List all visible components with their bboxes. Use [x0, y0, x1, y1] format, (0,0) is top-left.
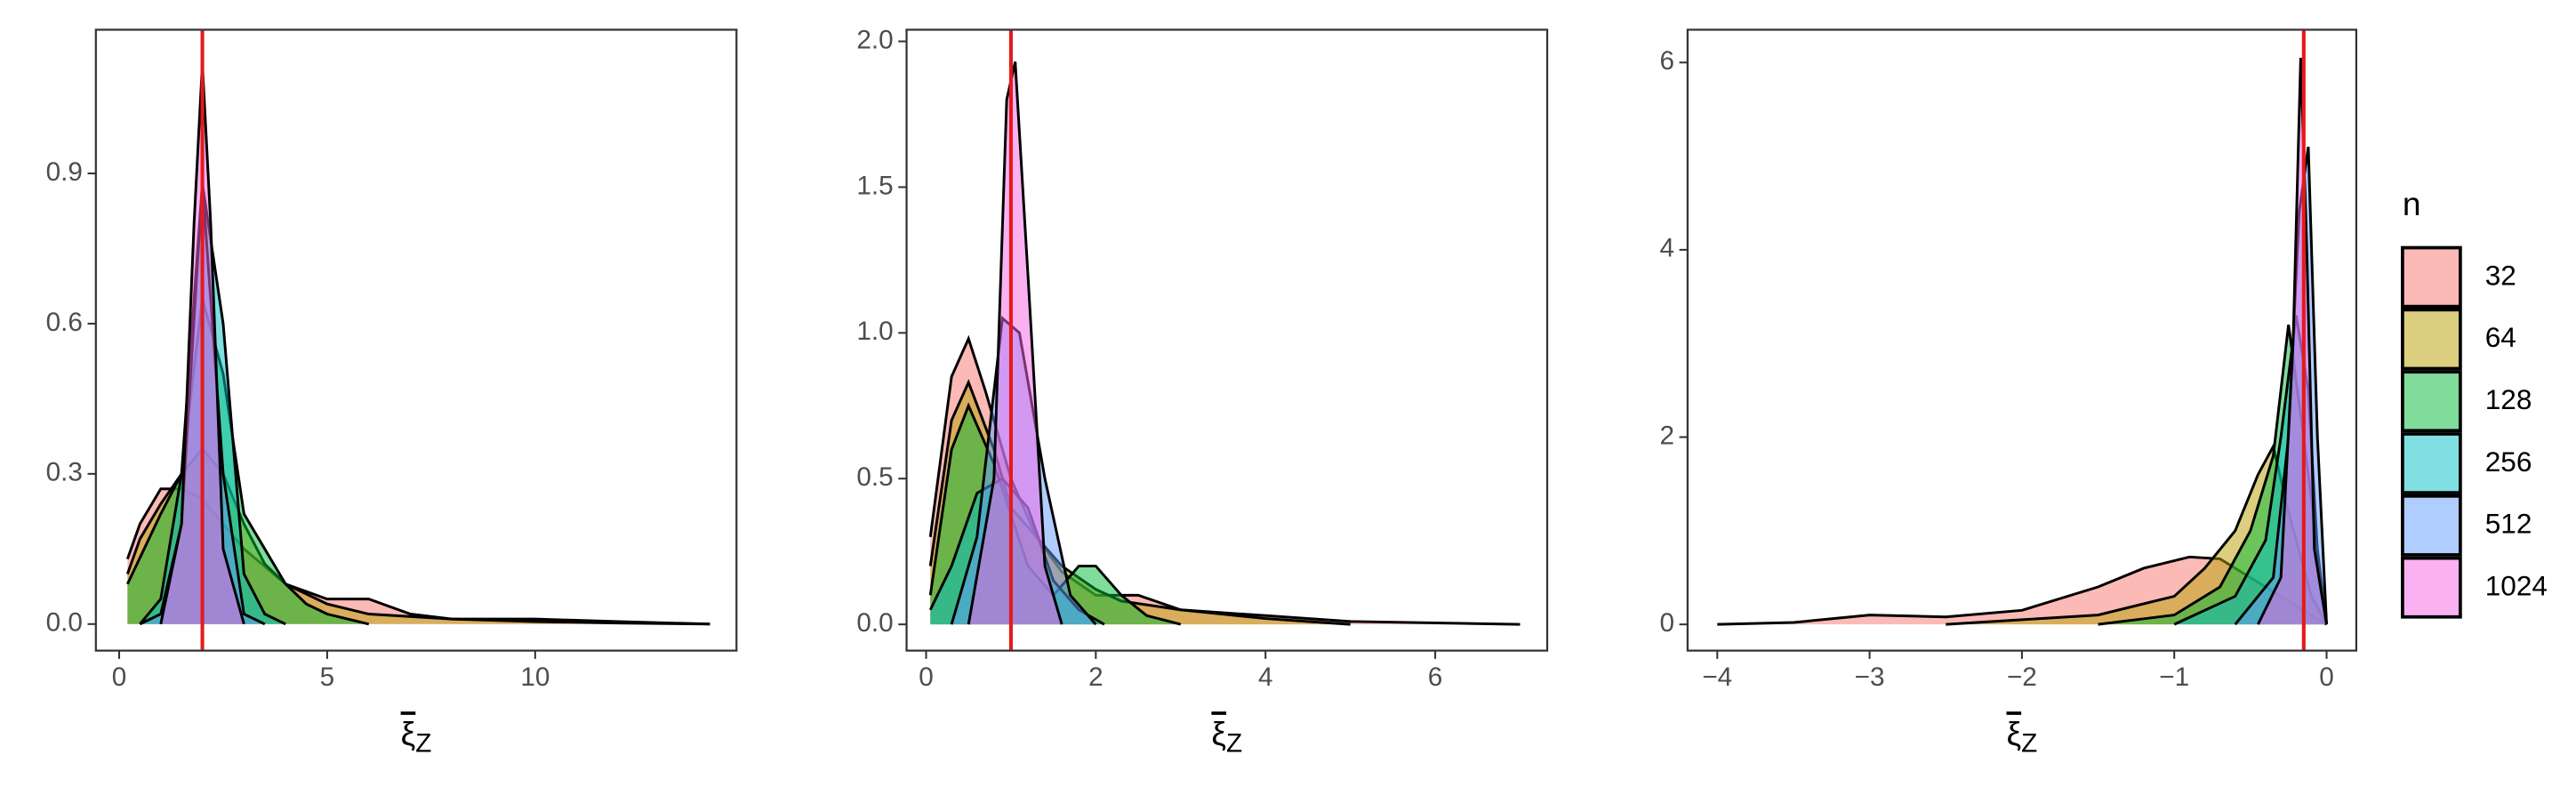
x-tick-label: 0 — [919, 663, 934, 692]
x-axis-label-symbol: ξ — [2007, 715, 2022, 752]
x-axis-label-subscript: Z — [415, 728, 431, 758]
legend-label: 512 — [2485, 508, 2532, 540]
legend-label: 256 — [2485, 446, 2532, 478]
x-axis-label-symbol: ξ — [1211, 715, 1226, 752]
x-axis-label: ξZ — [2007, 715, 2038, 758]
legend-key — [2401, 556, 2462, 619]
x-tick-label: −1 — [2159, 663, 2189, 692]
panel-border — [94, 28, 738, 652]
x-tick-label: 2 — [1088, 663, 1103, 692]
y-tick-label: 6 — [1659, 46, 1674, 76]
x-tick-label: 4 — [1258, 663, 1273, 692]
density-line — [2257, 57, 2328, 625]
x-axis-label-symbol: ξ — [401, 715, 416, 752]
density-area — [968, 61, 1063, 625]
legend-key — [2401, 245, 2462, 309]
x-tick-label: 0 — [2319, 663, 2334, 692]
legend-key — [2401, 370, 2462, 433]
y-tick-label: 0.0 — [856, 608, 893, 638]
y-tick-label: 0.0 — [46, 608, 83, 638]
density-area — [2258, 58, 2327, 625]
density-line — [967, 61, 1063, 625]
legend-key — [2401, 494, 2462, 557]
legend-key — [2401, 308, 2462, 371]
legend-label: 128 — [2485, 383, 2532, 415]
x-axis-label: ξZ — [401, 715, 432, 758]
x-tick-label: −3 — [1855, 663, 1885, 692]
y-tick-label: 0.9 — [46, 157, 83, 187]
x-tick-label: −2 — [2007, 663, 2037, 692]
legend-label: 1024 — [2485, 569, 2548, 601]
y-tick-label: 1.5 — [856, 171, 893, 200]
y-tick-label: 1.0 — [856, 317, 893, 346]
y-tick-label: 0.3 — [46, 458, 83, 487]
y-tick-label: 0 — [1659, 608, 1674, 638]
legend-title: n — [2403, 185, 2421, 222]
y-tick-label: 2.0 — [856, 25, 893, 54]
legend-key — [2401, 432, 2462, 494]
panel-border — [905, 28, 1549, 652]
x-tick-label: −4 — [1702, 663, 1732, 692]
x-tick-label: 6 — [1428, 663, 1443, 692]
x-tick-label: 10 — [520, 663, 550, 692]
x-axis-label: ξZ — [1211, 715, 1242, 758]
y-tick-label: 2 — [1659, 421, 1674, 450]
x-tick-label: 5 — [320, 663, 335, 692]
legend-label: 32 — [2485, 259, 2516, 291]
y-tick-label: 0.5 — [856, 462, 893, 492]
y-tick-label: 4 — [1659, 234, 1674, 263]
x-axis-label-subscript: Z — [2021, 728, 2037, 758]
y-tick-label: 0.6 — [46, 308, 83, 337]
x-tick-label: 0 — [112, 663, 127, 692]
x-axis-label-subscript: Z — [1226, 728, 1242, 758]
legend-label: 64 — [2485, 321, 2516, 353]
